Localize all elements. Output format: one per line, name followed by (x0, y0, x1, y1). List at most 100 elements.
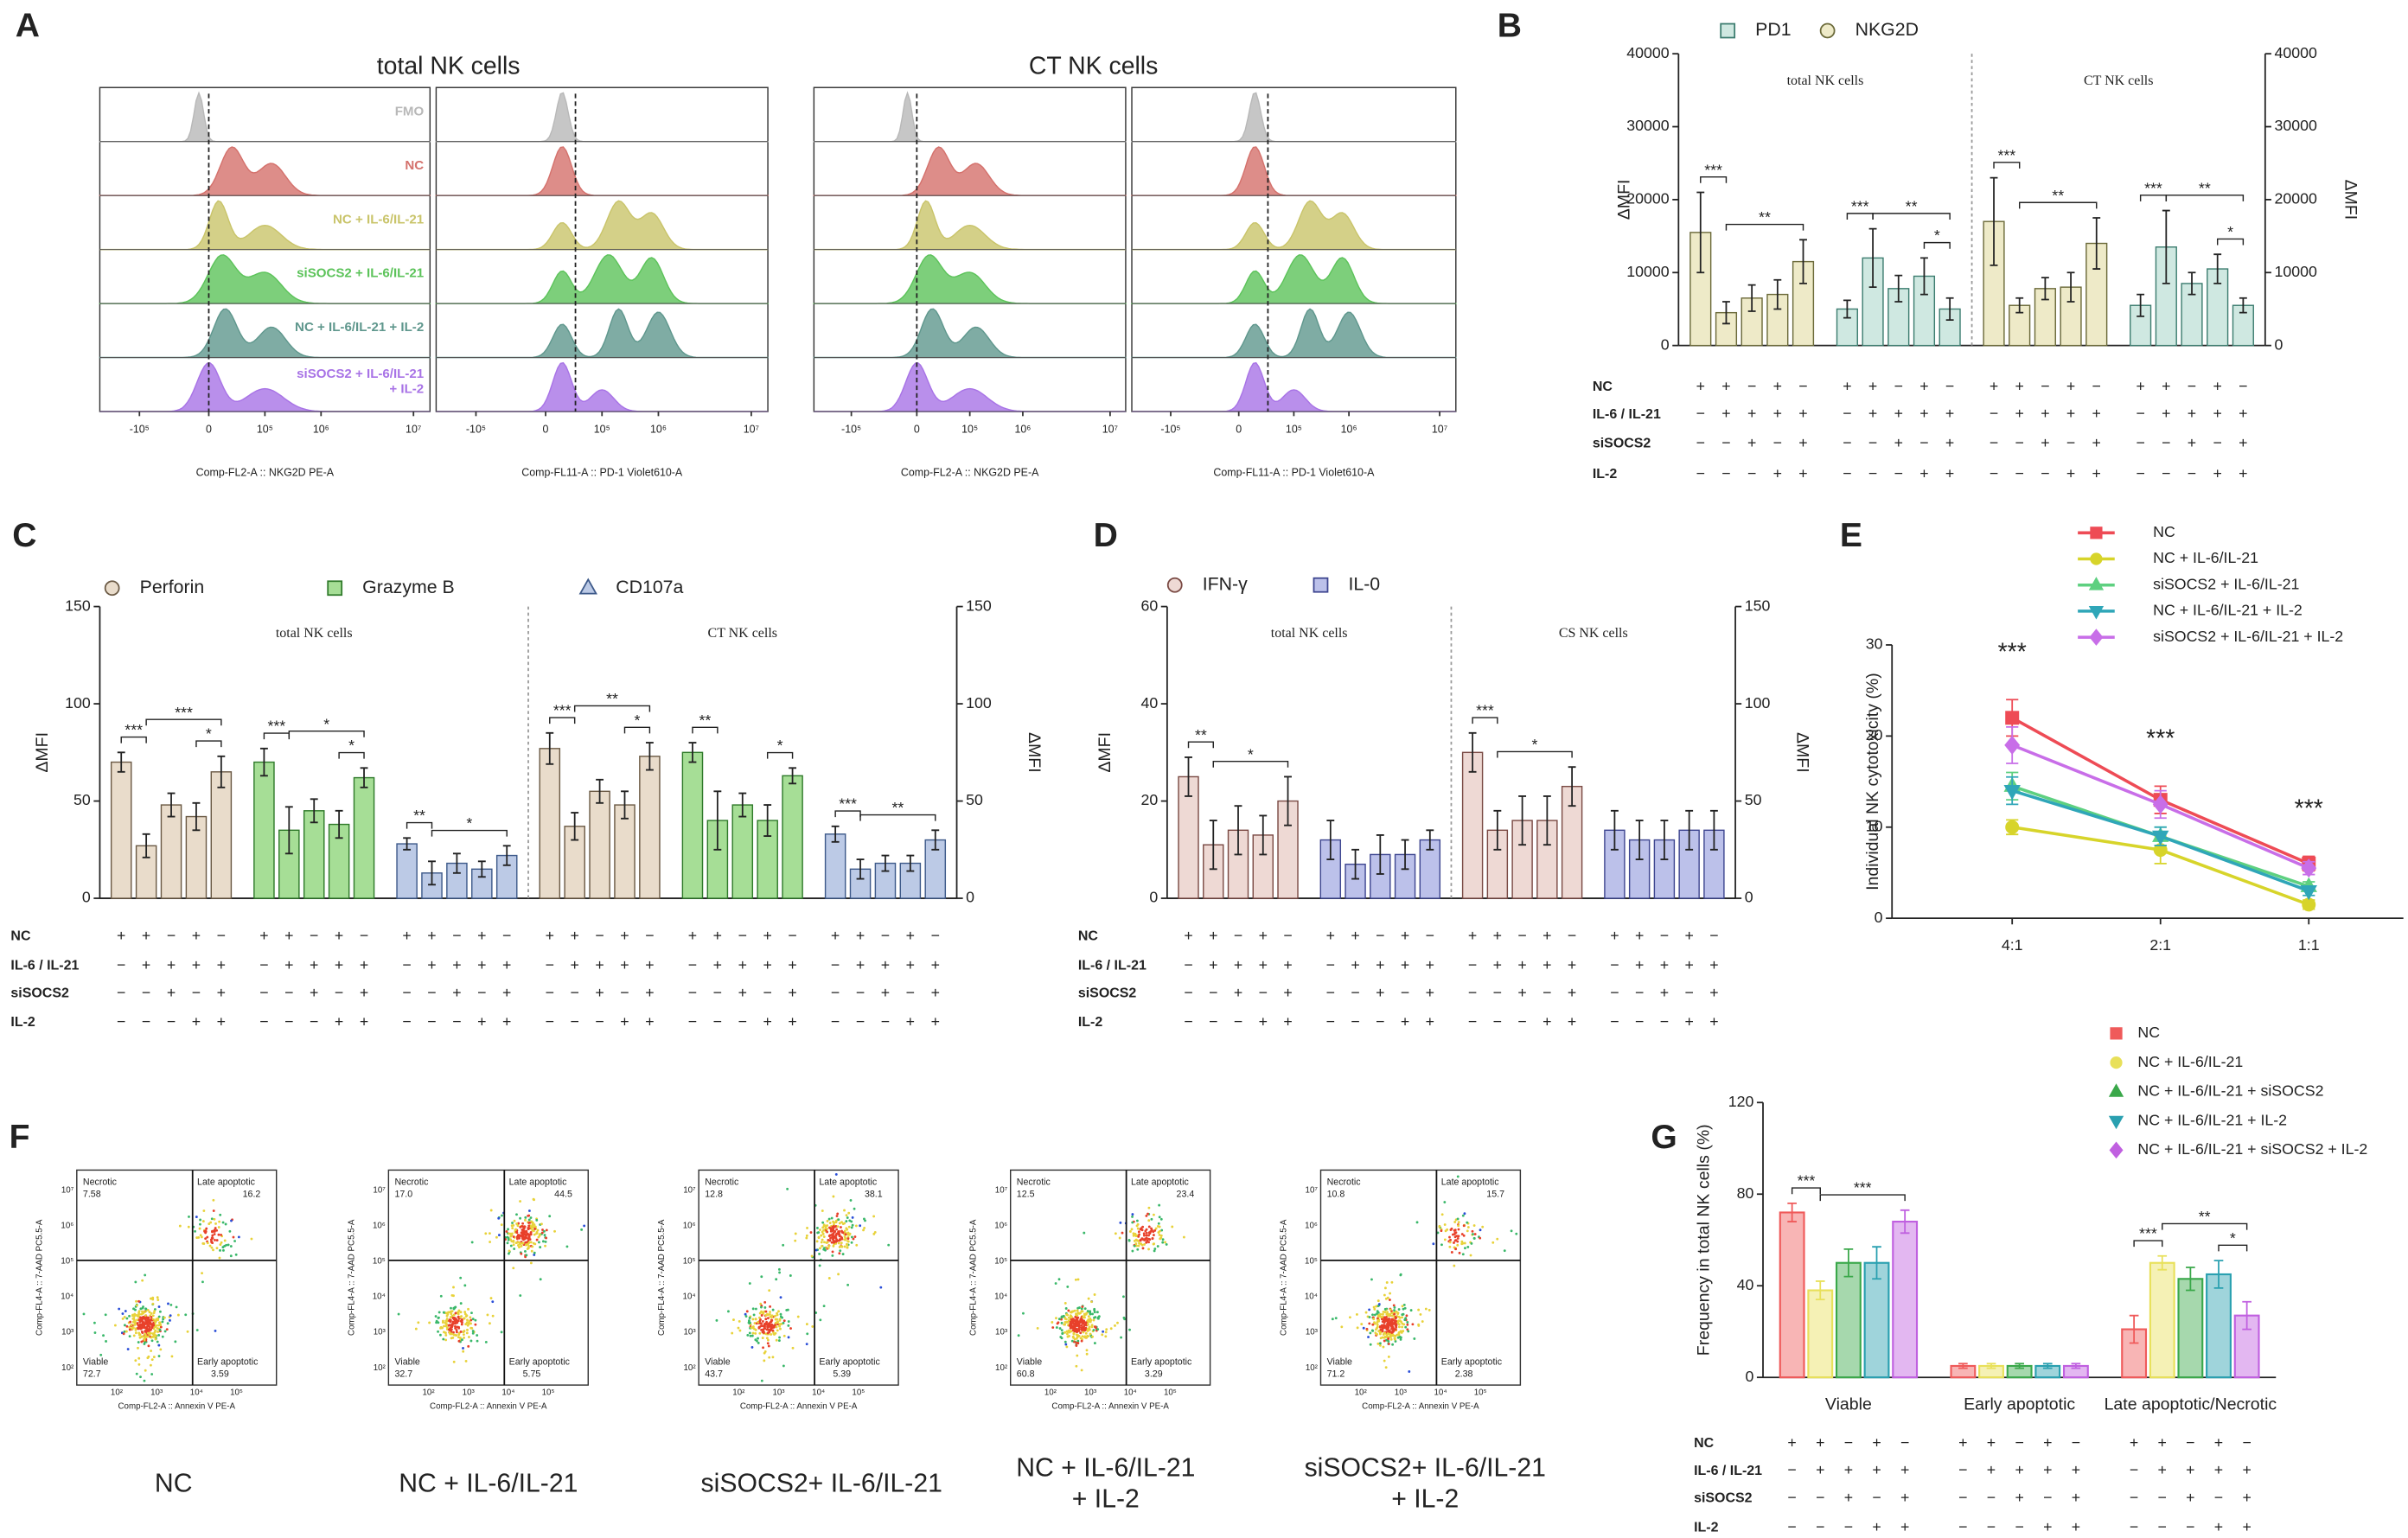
event-dot (1404, 1325, 1408, 1329)
y-tick-label: 10⁵ (373, 1257, 386, 1267)
event-dot (1036, 1326, 1039, 1330)
condition-sign: − (1283, 927, 1292, 944)
event-dot (1379, 1315, 1383, 1318)
condition-sign: − (192, 984, 201, 1001)
event-dot (157, 1355, 161, 1357)
event-dot (230, 1219, 233, 1222)
event-dot (1063, 1317, 1067, 1320)
bar (1835, 1261, 1862, 1379)
event-dot (847, 1225, 851, 1228)
event-dot (548, 1215, 552, 1218)
event-dot (505, 1230, 508, 1233)
event-dot (862, 1228, 865, 1232)
condition-sign: + (1543, 927, 1551, 944)
sig-label: ** (1906, 197, 1918, 214)
event-dot (459, 1316, 463, 1319)
event-dot (513, 1248, 516, 1250)
event-dot (760, 1328, 763, 1331)
legend-label: IFN-γ (1203, 573, 1248, 594)
sig-bracket (431, 829, 508, 837)
event-dot (1094, 1316, 1097, 1319)
event-dot (1421, 1320, 1424, 1323)
y-axis-label: Individual NK cytotoxicity (%) (1863, 673, 1882, 890)
event-dot (491, 1300, 495, 1304)
legend-marker (1819, 22, 1836, 39)
quadrant-value: 15.7 (1486, 1190, 1504, 1200)
event-dot (1428, 1308, 1431, 1311)
event-dot (520, 1252, 523, 1255)
y-axis-label: Comp-FL4-A :: 7-AAD PC5.5-A (969, 1219, 979, 1336)
event-dot (529, 1231, 533, 1235)
event-dot (143, 1379, 146, 1382)
event-dot (131, 1317, 135, 1320)
event-dot (460, 1318, 463, 1321)
event-dot (838, 1233, 840, 1236)
event-dot (157, 1324, 160, 1327)
event-dot (521, 1222, 525, 1225)
event-dot (121, 1312, 125, 1315)
event-dot (141, 1317, 144, 1319)
condition-sign: − (402, 956, 411, 973)
event-dot (1144, 1229, 1147, 1233)
event-dot (1096, 1328, 1100, 1331)
event-dot (834, 1172, 838, 1176)
event-dot (770, 1314, 774, 1318)
sig-label: ** (1759, 208, 1771, 226)
event-dot (1083, 1320, 1086, 1324)
sig-label: ** (699, 712, 711, 729)
error-bar (856, 858, 865, 880)
event-dot (471, 1330, 475, 1332)
event-dot (1395, 1316, 1398, 1319)
event-dot (467, 1307, 469, 1311)
condition-sign: + (2158, 1461, 2167, 1478)
sig-label: * (466, 814, 472, 832)
annotation: *** (2295, 795, 2323, 823)
event-dot (144, 1322, 147, 1325)
event-dot (1132, 1234, 1135, 1237)
quadrant-name: Viable (83, 1356, 108, 1367)
condition-sign: − (1351, 1013, 1359, 1031)
event-dot (822, 1223, 826, 1227)
quadrant-value: 3.29 (1145, 1369, 1163, 1379)
event-dot (152, 1333, 156, 1337)
event-dot (150, 1326, 154, 1330)
event-dot (841, 1231, 845, 1235)
condition-sign: + (645, 956, 654, 973)
event-dot (466, 1322, 469, 1324)
plot-caption: siSOCS2+ IL-6/IL-21 (701, 1470, 942, 1498)
event-dot (1085, 1336, 1089, 1339)
event-dot (738, 1329, 742, 1332)
error-bar (1958, 1363, 1968, 1369)
legend-label: CD107a (616, 577, 683, 597)
condition-sign: − (1184, 956, 1192, 973)
event-dot (501, 1214, 503, 1217)
event-dot (1386, 1311, 1389, 1314)
x-tick-label: 10⁴ (501, 1388, 514, 1398)
condition-sign: + (1945, 434, 1954, 451)
event-dot (859, 1224, 862, 1228)
event-dot (775, 1325, 778, 1329)
event-dot (580, 1228, 584, 1231)
event-dot (1145, 1231, 1148, 1235)
event-dot (457, 1336, 460, 1339)
event-dot (1383, 1316, 1386, 1319)
condition-sign: − (1787, 1489, 1796, 1506)
event-dot (450, 1325, 453, 1329)
event-dot (778, 1324, 781, 1328)
event-dot (125, 1317, 129, 1320)
condition-sign: + (2239, 405, 2247, 422)
quadrant-value: 71.2 (1327, 1369, 1345, 1379)
event-dot (450, 1306, 452, 1310)
event-dot (444, 1321, 447, 1324)
event-dot (715, 1318, 719, 1322)
event-dot (506, 1241, 509, 1245)
event-dot (840, 1241, 843, 1245)
sig-label: ** (606, 690, 618, 707)
event-dot (828, 1222, 832, 1224)
event-dot (836, 1225, 840, 1228)
x-tick-label: Viable (1825, 1394, 1872, 1414)
legend-marker (104, 580, 120, 597)
condition-sign: − (1868, 434, 1877, 451)
event-dot (465, 1331, 469, 1335)
sig-label: * (1248, 745, 1254, 763)
